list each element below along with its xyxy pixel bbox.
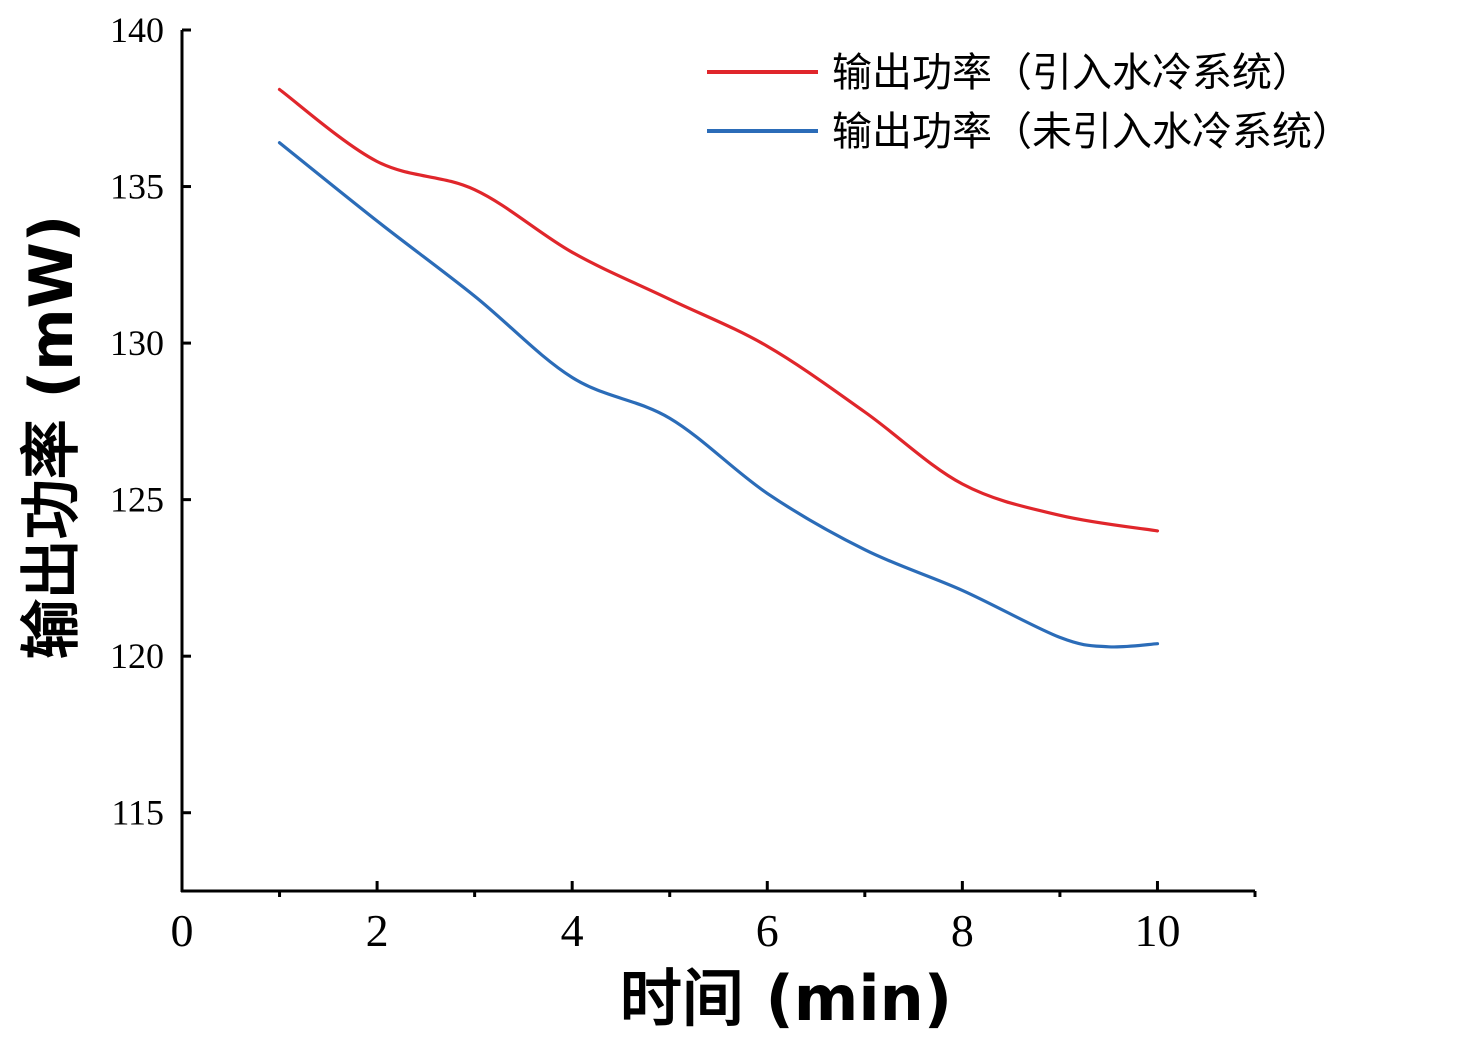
x-tick-label: 0 xyxy=(171,905,194,956)
series-layer xyxy=(277,87,1160,649)
x-tick-label: 8 xyxy=(951,905,974,956)
series-line-2 xyxy=(277,141,1160,649)
y-tick-label: 125 xyxy=(110,480,164,520)
y-tick-label: 115 xyxy=(111,793,164,833)
legend-label-1: 输出功率（引入水冷系统） xyxy=(832,50,1312,96)
series-line-1 xyxy=(277,87,1160,533)
tick-marks: 115 120 125 130 135 140 0 2 4 6 8 10 xyxy=(110,10,1257,956)
y-tick-label: 120 xyxy=(110,636,164,676)
x-tick-label: 4 xyxy=(561,905,584,956)
x-axis-title: 时间 (min) xyxy=(620,962,952,1035)
y-axis-title: 输出功率 (mW) xyxy=(17,215,87,659)
y-tick-label: 130 xyxy=(110,323,164,363)
x-tick-label: 2 xyxy=(366,905,389,956)
y-tick-label: 140 xyxy=(110,10,164,50)
legend-label-2: 输出功率（未引入水冷系统） xyxy=(832,109,1352,155)
x-tick-label: 10 xyxy=(1134,905,1180,956)
axes xyxy=(180,30,1255,893)
legend: 输出功率（引入水冷系统） 输出功率（未引入水冷系统） xyxy=(707,50,1352,155)
x-tick-label: 6 xyxy=(756,905,779,956)
y-tick-label: 135 xyxy=(110,167,164,207)
